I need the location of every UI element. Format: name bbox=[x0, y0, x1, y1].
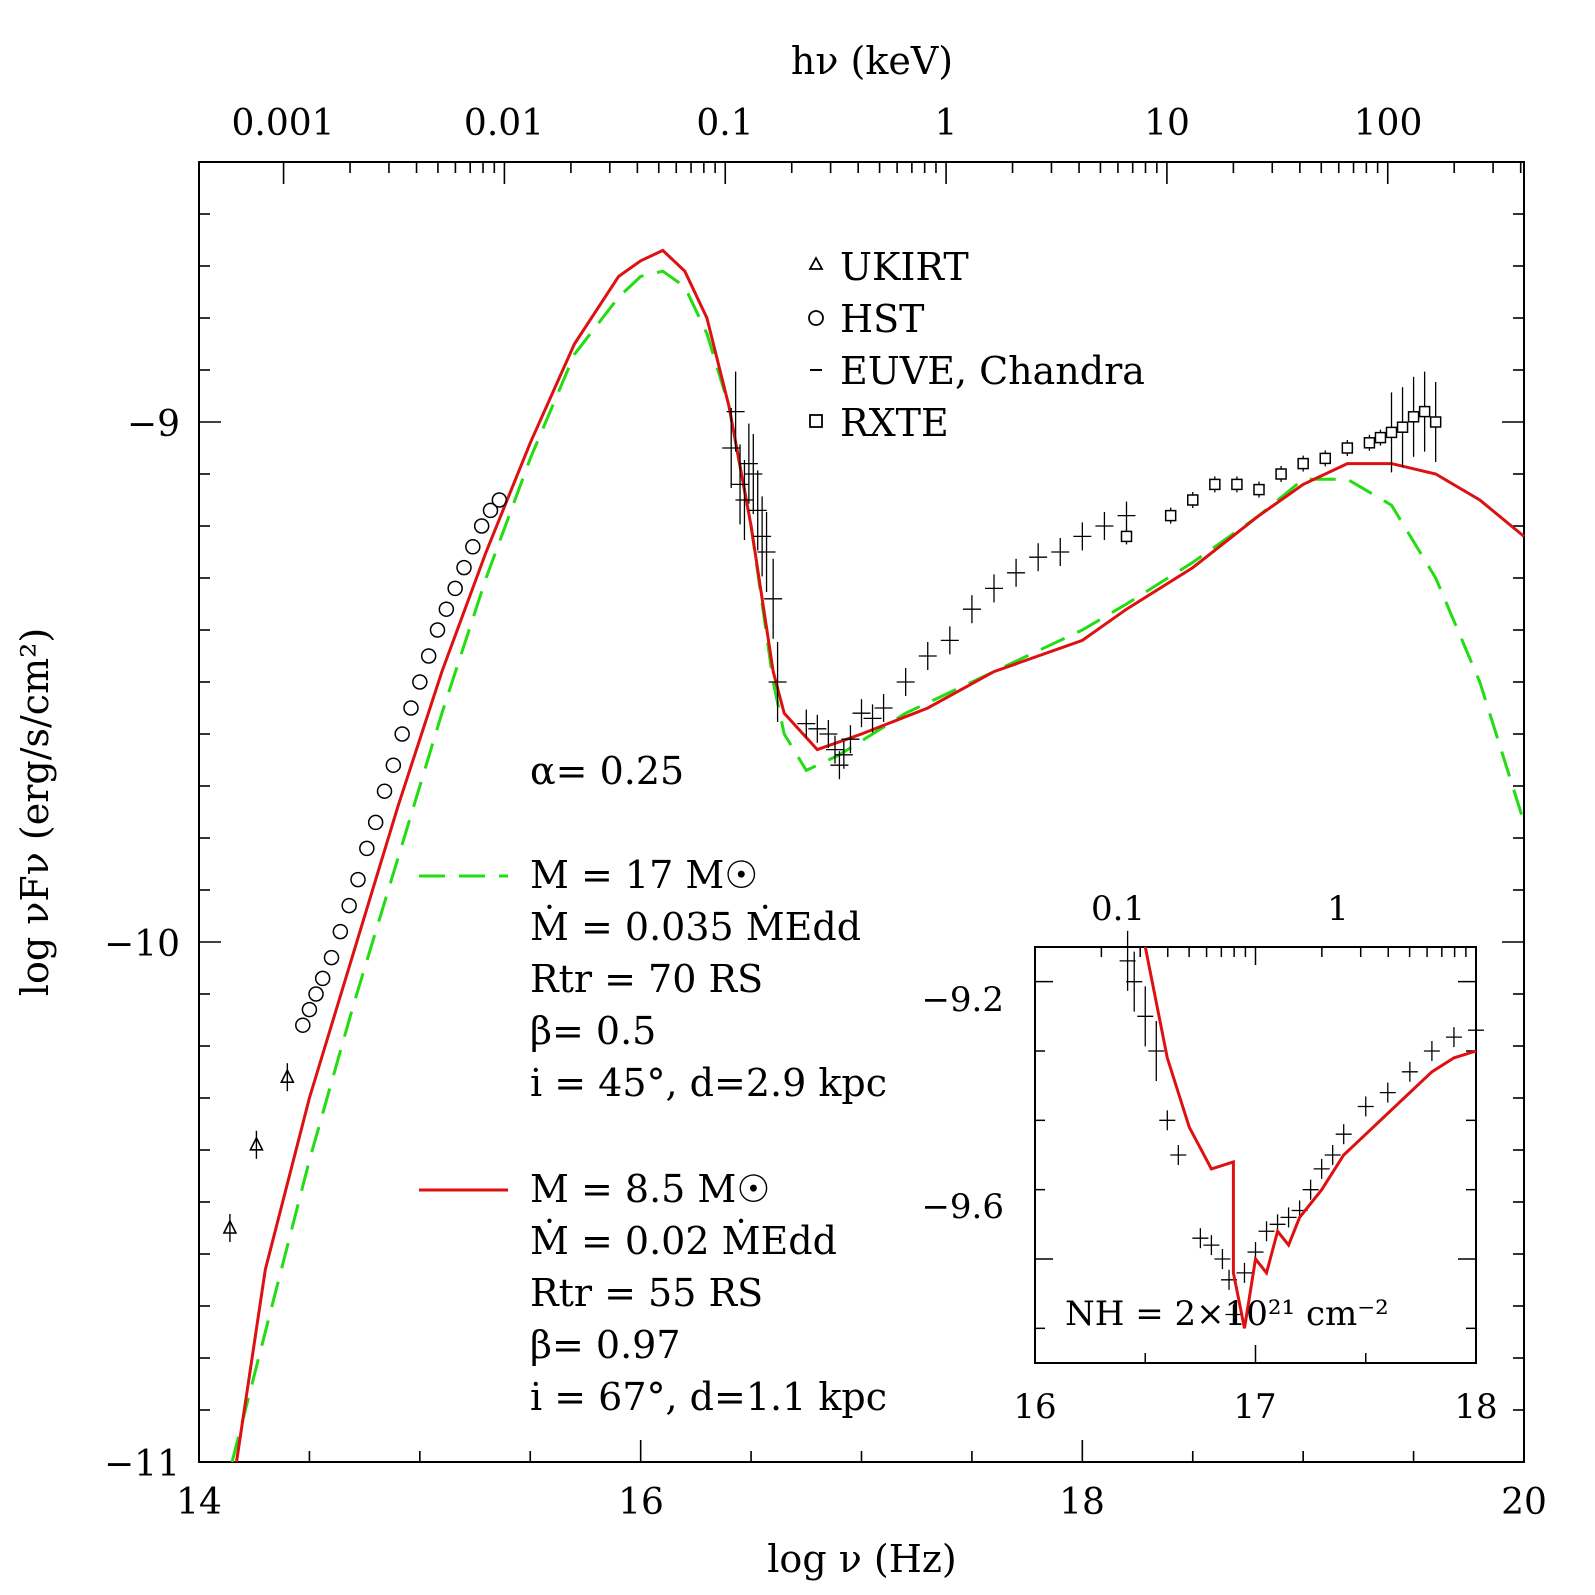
hst-point bbox=[385, 757, 402, 773]
main-series bbox=[222, 248, 1526, 1463]
hst-point bbox=[412, 674, 428, 690]
y-axis-title: log νFν (erg/s/cm²) bbox=[13, 628, 57, 996]
rxte-point bbox=[1253, 483, 1265, 496]
hst-point bbox=[482, 502, 499, 519]
main-minor-ticks bbox=[198, 161, 1525, 1463]
top-tick-label-3: 1 bbox=[935, 103, 958, 144]
red-model-beta: β= 0.97 bbox=[530, 1323, 681, 1367]
inset-red-model bbox=[1143, 946, 1477, 1329]
top-axis-title: hν (keV) bbox=[791, 39, 953, 83]
green-model-rtr: Rtr = 70 RS bbox=[530, 957, 763, 1001]
legend: UKIRT HST EUVE, Chandra RXTE bbox=[808, 245, 1145, 445]
rxte-point bbox=[1407, 411, 1420, 423]
green-model-incl: i = 45°, d=2.9 kpc bbox=[530, 1061, 887, 1105]
red-model-mass: M = 8.5 M☉ bbox=[530, 1167, 770, 1211]
rxte-point bbox=[1429, 416, 1442, 428]
inset-x-tick-17: 17 bbox=[1233, 1387, 1276, 1427]
x-tick-label-20: 20 bbox=[1501, 1482, 1547, 1523]
hst-point bbox=[473, 518, 490, 534]
ukirt-point bbox=[249, 1136, 264, 1151]
rxte-point bbox=[1209, 478, 1221, 491]
inset-frame bbox=[1034, 946, 1477, 1364]
hst-point bbox=[301, 1001, 318, 1018]
rxte-point bbox=[1319, 452, 1331, 465]
green-model-mdot: Ṁ = 0.035 ṀEdd bbox=[530, 905, 861, 949]
legend-euve-chandra: EUVE, Chandra bbox=[840, 349, 1145, 393]
x-tick-label-14: 14 bbox=[176, 1482, 222, 1523]
inset-plot: 16 17 18 0.1 1 −9.2 −9.6 NH = 2×10²¹ cm⁻… bbox=[921, 889, 1497, 1427]
ukirt-point bbox=[280, 1068, 295, 1083]
hst-point bbox=[403, 700, 419, 716]
inset-series bbox=[1119, 930, 1484, 1329]
inset-ticks bbox=[1034, 947, 1477, 1363]
rxte-point bbox=[1396, 421, 1409, 433]
inset-nh-annotation: NH = 2×10²¹ cm⁻² bbox=[1065, 1294, 1389, 1334]
x-tick-label-18: 18 bbox=[1059, 1482, 1105, 1523]
red-model-incl: i = 67°, d=1.1 kpc bbox=[530, 1375, 887, 1419]
hst-point bbox=[359, 840, 375, 857]
inset-x-tick-16: 16 bbox=[1013, 1387, 1056, 1427]
green-model-mass: M = 17 M☉ bbox=[530, 853, 758, 897]
hst-point bbox=[438, 601, 455, 617]
legend-hst: HST bbox=[840, 297, 925, 341]
legend-triangle-marker bbox=[808, 256, 824, 270]
rxte-point bbox=[1385, 426, 1398, 439]
inset-y-tick-m96: −9.6 bbox=[921, 1187, 1004, 1227]
x-tick-label-16: 16 bbox=[618, 1482, 664, 1523]
top-tick-label-0: 0.001 bbox=[231, 103, 334, 144]
alpha-annotation: α= 0.25 bbox=[530, 749, 684, 793]
rxte-point bbox=[1187, 494, 1199, 506]
rxte-point bbox=[1418, 405, 1431, 418]
hst-point bbox=[447, 580, 463, 597]
inset-x-tick-18: 18 bbox=[1454, 1387, 1497, 1427]
hst-point bbox=[465, 539, 481, 555]
hst-point bbox=[429, 622, 446, 638]
hst-point bbox=[456, 559, 472, 576]
rxte-point bbox=[1374, 431, 1387, 444]
red-model-mdot: Ṁ = 0.02 ṀEdd bbox=[530, 1219, 837, 1263]
rxte-point bbox=[1297, 457, 1309, 470]
inset-top-tick-1: 1 bbox=[1327, 889, 1349, 929]
hst-point bbox=[420, 648, 437, 664]
model-red-solid bbox=[235, 248, 1525, 1463]
hst-point bbox=[323, 949, 340, 966]
hst-point bbox=[295, 1017, 311, 1033]
rxte-point bbox=[1363, 437, 1376, 449]
inset-y-tick-m92: −9.2 bbox=[921, 980, 1004, 1020]
hst-point bbox=[491, 492, 508, 508]
ukirt-point bbox=[222, 1219, 238, 1234]
legend-ukirt: UKIRT bbox=[840, 245, 969, 289]
rxte-point bbox=[1275, 468, 1287, 480]
rxte-point bbox=[1120, 530, 1133, 543]
hst-point bbox=[332, 923, 349, 940]
hst-point bbox=[367, 814, 384, 831]
hst-point bbox=[376, 783, 393, 799]
legend-square-marker bbox=[809, 414, 823, 428]
y-tick-label-m9: −9 bbox=[127, 404, 180, 445]
legend-rxte: RXTE bbox=[840, 401, 949, 445]
hst-point bbox=[350, 871, 366, 888]
rxte-point bbox=[1341, 442, 1354, 454]
hst-point bbox=[314, 970, 331, 987]
inset-top-tick-01: 0.1 bbox=[1091, 889, 1145, 929]
hst-point bbox=[308, 986, 324, 1002]
top-tick-label-1: 0.01 bbox=[464, 103, 544, 144]
hst-point bbox=[394, 726, 410, 742]
rxte-point bbox=[1231, 478, 1243, 491]
y-tick-label-m10: −10 bbox=[104, 924, 180, 965]
top-tick-label-2: 0.1 bbox=[696, 103, 753, 144]
x-axis-title: log ν (Hz) bbox=[767, 1537, 956, 1581]
red-model-rtr: Rtr = 55 RS bbox=[530, 1271, 763, 1315]
green-model-beta: β= 0.5 bbox=[530, 1009, 656, 1053]
legend-circle-marker bbox=[808, 310, 824, 326]
top-tick-label-4: 10 bbox=[1144, 103, 1190, 144]
y-tick-label-m11: −11 bbox=[104, 1444, 180, 1485]
hst-point bbox=[341, 897, 357, 914]
top-tick-label-5: 100 bbox=[1354, 103, 1423, 144]
rxte-point bbox=[1164, 509, 1177, 522]
